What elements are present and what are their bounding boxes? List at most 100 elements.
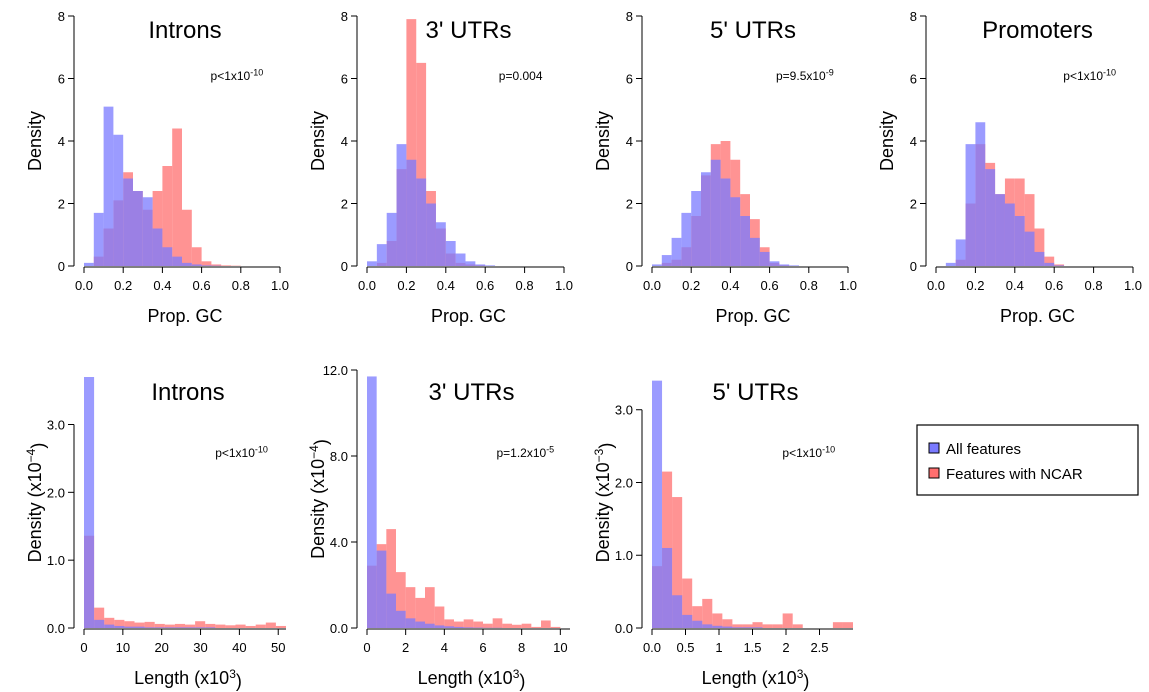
ncar-bar — [144, 621, 155, 628]
all-features-bar — [154, 627, 165, 628]
all-features-bar — [142, 197, 153, 266]
ncar-bar — [415, 597, 425, 628]
x-tick-label: 0.6 — [193, 278, 211, 293]
x-tick-label: 0.4 — [437, 278, 455, 293]
ncar-bar — [114, 619, 125, 628]
ncar-bar — [1044, 256, 1055, 266]
x-tick-label: 1.0 — [1124, 278, 1142, 293]
ncar-bar — [245, 625, 256, 628]
y-axis-label: Density — [593, 111, 613, 171]
all-features-bar — [123, 178, 133, 266]
x-tick-label: 0.6 — [476, 278, 494, 293]
all-features-bar — [84, 377, 95, 628]
x-tick-label: 40 — [232, 640, 246, 655]
legend-label-all-features: All features — [946, 441, 1021, 458]
panels: 0.0 0.2 0.4 0.6 0.8 1.0 0 2 4 6 8 Introns p<1x10-10 P… — [24, 9, 1142, 691]
ncar-bar — [104, 617, 115, 628]
all-features-bar — [93, 212, 104, 266]
x-tick-label: 10 — [553, 640, 567, 655]
all-features-bar — [376, 244, 387, 266]
all-features-bar — [164, 627, 175, 628]
ncar-bar — [742, 624, 753, 628]
x-tick-label: 50 — [271, 640, 285, 655]
x-tick-label: 2 — [402, 640, 409, 655]
panel-4: 0.0 0.2 0.4 0.6 0.8 1.0 0 2 4 6 8 Promoters p<1x10-1… — [877, 9, 1142, 326]
y-tick-label: 2 — [341, 197, 348, 212]
panel-title: Introns — [151, 379, 224, 406]
all-features-bar — [396, 144, 407, 266]
all-features-bar — [84, 262, 94, 266]
all-features-bar — [465, 261, 476, 266]
x-tick-label: 1.0 — [555, 278, 573, 293]
ncar-bar — [416, 62, 427, 266]
all-features-bar — [113, 134, 124, 266]
p-value: p=9.5x10-9 — [776, 68, 834, 84]
ncar-bar — [191, 247, 202, 266]
x-tick-label: 1.0 — [271, 278, 289, 293]
ncar-bar — [732, 624, 743, 628]
all-features-bar — [195, 627, 206, 628]
panel-title: Promoters — [982, 17, 1093, 44]
p-value: p<1x10-10 — [1063, 68, 1116, 84]
panel-title: Introns — [148, 17, 221, 44]
all-features-bar — [182, 262, 192, 266]
ncar-bar — [221, 265, 231, 266]
all-features-bar — [191, 264, 202, 266]
ncar-bar — [134, 622, 145, 628]
all-features-bar — [671, 237, 682, 266]
all-features-bar — [701, 172, 711, 266]
ncar-bar — [752, 622, 763, 628]
ncar-bar — [512, 624, 522, 628]
x-tick-label: 0.0 — [643, 640, 661, 655]
y-tick-label: 0.0 — [47, 621, 65, 636]
all-features-bar — [681, 212, 692, 266]
all-features-bar — [759, 251, 770, 266]
ncar-bar — [712, 613, 723, 628]
y-tick-label: 8 — [58, 9, 65, 24]
panel-7: 0.0 0.5 1 1.5 2 2.5 0.0 1.0 2.0 3.0 5' UTRs p<1x10-… — [592, 379, 853, 691]
y-tick-label: 8.0 — [330, 449, 348, 464]
x-tick-label: 6 — [479, 640, 486, 655]
all-features-bar — [955, 239, 966, 266]
y-tick-label: 0.0 — [615, 621, 633, 636]
y-tick-label: 6 — [58, 72, 65, 87]
y-tick-label: 3.0 — [47, 417, 65, 432]
all-features-bar — [1004, 203, 1015, 266]
panel-6: 0 2 4 6 8 10 0.0 4.0 8.0 12.0 3' UTRs p=1.2x10-5 Len… — [307, 363, 570, 691]
x-tick-label: 0 — [80, 640, 87, 655]
x-tick-label: 0.8 — [1085, 278, 1103, 293]
ncar-bar — [225, 625, 236, 628]
y-tick-label: 8 — [910, 9, 917, 24]
ncar-bar — [702, 598, 713, 628]
all-features-bar — [1054, 265, 1065, 266]
ncar-bar — [434, 606, 445, 628]
x-tick-label: 0.4 — [721, 278, 739, 293]
x-tick-label: 0.8 — [232, 278, 250, 293]
all-features-bar — [945, 262, 956, 266]
all-features-bar — [367, 376, 377, 628]
all-features-bar — [710, 159, 721, 266]
all-features-bar — [114, 625, 125, 628]
all-features-bar — [975, 122, 986, 266]
ncar-bar — [396, 572, 406, 628]
x-tick-label: 0.0 — [358, 278, 376, 293]
all-features-bar — [722, 626, 733, 628]
y-tick-label: 1.0 — [47, 553, 65, 568]
all-features-bar — [386, 212, 397, 266]
panel-1: 0.0 0.2 0.4 0.6 0.8 1.0 0 2 4 6 8 Introns p<1x10-10 P… — [25, 9, 289, 326]
all-features-bar — [144, 627, 155, 628]
all-features-bar — [367, 261, 377, 266]
all-features-bar — [415, 621, 425, 628]
all-features-bar — [386, 593, 396, 628]
y-tick-label: 4 — [341, 134, 348, 149]
x-tick-label: 0.6 — [761, 278, 779, 293]
x-tick-label: 4 — [441, 640, 448, 655]
all-features-bar — [455, 253, 466, 266]
ncar-bar — [255, 624, 266, 628]
ncar-bar — [205, 623, 216, 628]
all-features-bar — [730, 197, 741, 266]
all-features-bar — [201, 265, 212, 266]
panel-title: 5' UTRs — [713, 379, 799, 406]
ncar-bar — [235, 624, 246, 628]
y-axis-label: Density (x10−4) — [24, 443, 48, 563]
